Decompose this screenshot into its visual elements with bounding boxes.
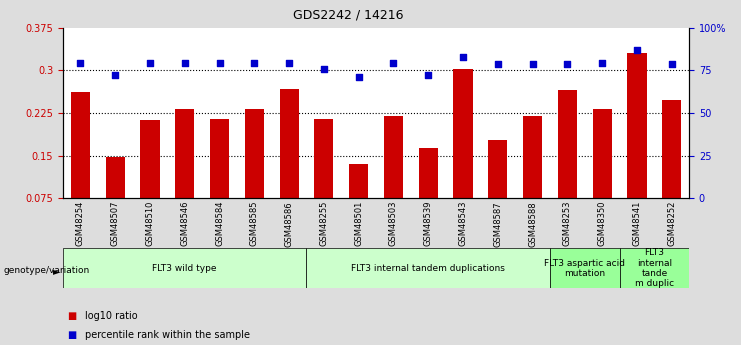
Text: GDS2242 / 14216: GDS2242 / 14216 xyxy=(293,9,404,22)
Bar xyxy=(419,148,438,241)
Bar xyxy=(71,92,90,241)
Bar xyxy=(175,109,194,241)
Text: FLT3
internal
tande
m duplic: FLT3 internal tande m duplic xyxy=(635,248,674,288)
Point xyxy=(666,61,678,67)
Text: FLT3 internal tandem duplications: FLT3 internal tandem duplications xyxy=(351,264,505,273)
Bar xyxy=(662,100,681,241)
Point xyxy=(457,54,469,59)
Point xyxy=(631,47,643,52)
Point xyxy=(213,61,225,66)
FancyBboxPatch shape xyxy=(550,248,619,288)
Text: GSM48588: GSM48588 xyxy=(528,201,537,246)
Text: GSM48543: GSM48543 xyxy=(459,201,468,246)
Bar xyxy=(140,120,159,241)
Point xyxy=(248,61,260,66)
Bar xyxy=(210,119,229,241)
Text: GSM48252: GSM48252 xyxy=(667,201,677,246)
Text: ►: ► xyxy=(53,266,61,276)
Bar xyxy=(245,109,264,241)
Text: GSM48253: GSM48253 xyxy=(563,201,572,246)
Text: GSM48503: GSM48503 xyxy=(389,201,398,246)
Text: FLT3 wild type: FLT3 wild type xyxy=(153,264,217,273)
Point xyxy=(109,73,121,78)
Text: GSM48541: GSM48541 xyxy=(633,201,642,246)
Text: GSM48584: GSM48584 xyxy=(215,201,224,246)
Point xyxy=(318,67,330,72)
Bar xyxy=(453,69,473,241)
Text: GSM48255: GSM48255 xyxy=(319,201,328,246)
Text: GSM48501: GSM48501 xyxy=(354,201,363,246)
Point xyxy=(179,61,190,66)
Bar xyxy=(279,89,299,241)
Text: GSM48586: GSM48586 xyxy=(285,201,293,246)
Bar xyxy=(628,53,646,241)
Text: genotype/variation: genotype/variation xyxy=(4,266,90,275)
Point xyxy=(492,61,504,67)
Text: percentile rank within the sample: percentile rank within the sample xyxy=(85,330,250,339)
Point xyxy=(422,72,434,77)
Text: GSM48587: GSM48587 xyxy=(494,201,502,246)
Point xyxy=(388,61,399,66)
Text: ■: ■ xyxy=(67,330,76,339)
Bar xyxy=(314,119,333,241)
Point xyxy=(144,61,156,66)
Point xyxy=(283,60,295,65)
Bar xyxy=(523,116,542,241)
Point xyxy=(562,61,574,67)
FancyBboxPatch shape xyxy=(619,248,689,288)
Bar xyxy=(349,164,368,241)
Text: GSM48507: GSM48507 xyxy=(110,201,119,246)
Bar xyxy=(384,116,403,241)
Bar xyxy=(488,140,508,241)
Text: GSM48546: GSM48546 xyxy=(180,201,189,246)
Text: ■: ■ xyxy=(67,311,76,321)
Text: GSM48585: GSM48585 xyxy=(250,201,259,246)
Bar xyxy=(593,109,612,241)
Point xyxy=(74,60,86,65)
Text: GSM48539: GSM48539 xyxy=(424,201,433,246)
Point xyxy=(353,75,365,80)
Bar xyxy=(558,90,577,241)
Bar xyxy=(106,157,124,241)
Text: log10 ratio: log10 ratio xyxy=(85,311,138,321)
FancyBboxPatch shape xyxy=(307,248,550,288)
Point xyxy=(597,61,608,66)
Text: FLT3 aspartic acid
mutation: FLT3 aspartic acid mutation xyxy=(545,258,625,278)
Point xyxy=(527,61,539,67)
Text: GSM48510: GSM48510 xyxy=(145,201,154,246)
Text: GSM48254: GSM48254 xyxy=(76,201,85,246)
FancyBboxPatch shape xyxy=(63,248,307,288)
Text: GSM48350: GSM48350 xyxy=(598,201,607,246)
